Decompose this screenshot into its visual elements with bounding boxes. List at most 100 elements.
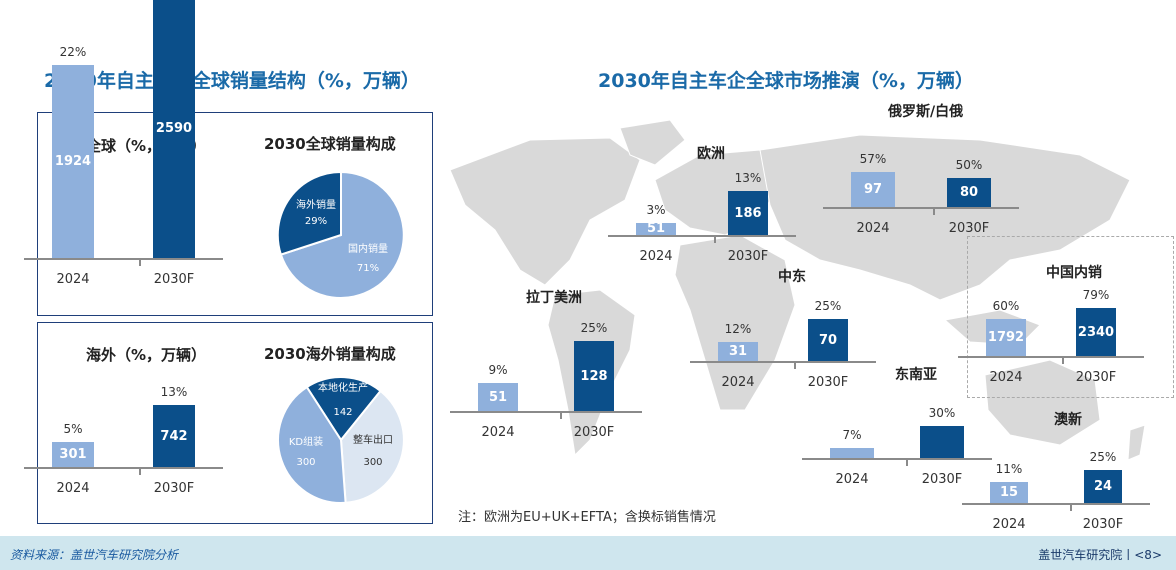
global-pie: 海外销量 29% 国内销量 71% (276, 170, 405, 299)
anz-bar-2030F: 24 (1084, 470, 1122, 503)
mideast-tick-mid (794, 361, 796, 369)
europe-pct-2024: 3% (646, 202, 666, 217)
pie-label-overseas: 海外销量 (296, 198, 336, 211)
russia-baseline (823, 207, 1019, 209)
latam-year-2030F: 2030F (573, 425, 615, 440)
mideast-baseline (690, 361, 876, 363)
overseas-label: 海外（%，万辆） (86, 346, 207, 364)
global-pie-title: 2030全球销量构成 (264, 135, 396, 153)
china-year-2030F: 2030F (1075, 370, 1117, 385)
pie-slice-overseas (276, 170, 342, 256)
china-year-2024: 2024 (989, 370, 1023, 385)
global-baseline (24, 258, 223, 260)
footnote: 注：欧洲为EU+UK+EFTA；含换标销售情况 (458, 510, 716, 525)
source-text: 资料来源：盖世汽车研究院分析 (10, 548, 179, 562)
map-north-america (449, 137, 641, 286)
sea-pct-2030F: 30% (928, 406, 956, 420)
map-africa (674, 234, 796, 411)
anz-bar-2024: 15 (990, 482, 1028, 503)
russia-tick-mid (933, 207, 935, 215)
russia-year-2024: 2024 (856, 221, 890, 236)
overseas-baseline (24, 467, 223, 469)
latam-year-2024: 2024 (481, 425, 515, 440)
sea-bar-2024 (830, 448, 874, 458)
pie-slice-vehicle-export (339, 389, 405, 504)
global-bar-2030F: 2590 (153, 0, 195, 258)
china-pct-2024: 60% (992, 299, 1020, 314)
pie-slice-domestic (279, 170, 405, 299)
mideast-year-2024: 2024 (721, 375, 755, 390)
footer-bar: 资料来源：盖世汽车研究院分析 盖世汽车研究院丨<8> (0, 536, 1176, 570)
overseas-tick-mid (139, 467, 141, 475)
russia-year-2030F: 2030F (948, 221, 990, 236)
overseas-year-2030F: 2030F (153, 481, 195, 496)
region-label-mideast: 中东 (778, 269, 806, 285)
mideast-bar-2030F: 70 (808, 319, 848, 361)
china-bar-2024: 1792 (986, 319, 1026, 356)
russia-pct-2030F: 50% (955, 158, 983, 173)
russia-bar-2030F: 80 (947, 178, 991, 207)
china-bar-2030F: 2340 (1076, 308, 1116, 356)
pie-value-vehicle-export: 300 (363, 457, 382, 468)
pie-pct-overseas: 29% (305, 216, 327, 227)
europe-bar-2024: 51 (636, 221, 676, 236)
anz-tick-mid (1070, 503, 1072, 511)
global-pct-2024: 22% (59, 44, 87, 59)
region-label-latam: 拉丁美洲 (526, 290, 582, 306)
global-year-2024: 2024 (56, 272, 90, 287)
latam-baseline (450, 411, 642, 413)
overseas-pie: 本地化生产 142 整车出口 300 KD组装 300 (277, 376, 405, 504)
overseas-bar-2030F: 742 (153, 405, 195, 467)
overseas-bar-2024: 301 (52, 441, 94, 467)
latam-bar-2024: 51 (478, 383, 518, 411)
pie-label-local-production: 本地化生产 (318, 381, 368, 394)
map-new-zealand (1127, 424, 1146, 461)
sea-year-2030F: 2030F (921, 472, 963, 487)
region-label-europe: 欧洲 (697, 146, 725, 162)
europe-baseline (608, 235, 796, 237)
anz-year-2024: 2024 (992, 517, 1026, 532)
overseas-pct-2030F: 13% (160, 385, 188, 399)
overseas-pct-2024: 5% (63, 421, 83, 436)
sea-baseline (802, 458, 992, 460)
sea-tick-mid (906, 458, 908, 466)
map-australia (984, 359, 1101, 446)
mideast-bar-2024: 31 (718, 342, 758, 361)
global-bar-2024: 1924 (52, 64, 94, 258)
left-title: 2030年自主车企全球销量结构（%，万辆） (44, 70, 420, 92)
anz-pct-2030F: 25% (1089, 450, 1117, 464)
russia-bar-2024: 97 (851, 172, 895, 207)
europe-year-2030F: 2030F (727, 249, 769, 264)
latam-pct-2030F: 25% (580, 321, 608, 335)
overseas-pie-title: 2030海外销量构成 (264, 345, 396, 363)
china-baseline (958, 356, 1144, 358)
map-greenland (619, 119, 686, 166)
global-tick-mid (139, 258, 141, 266)
anz-year-2030F: 2030F (1082, 517, 1124, 532)
china-dashed-box (967, 236, 1174, 398)
europe-year-2024: 2024 (639, 249, 673, 264)
pie-pct-domestic: 71% (357, 263, 379, 274)
region-label-anz: 澳新 (1054, 412, 1082, 428)
brand-page-number: 盖世汽车研究院丨<8> (1038, 548, 1162, 562)
global-year-2030F: 2030F (153, 272, 195, 287)
region-label-sea: 东南亚 (895, 367, 937, 383)
mideast-year-2030F: 2030F (807, 375, 849, 390)
china-pct-2030F: 79% (1082, 288, 1110, 302)
pie-slice-kd-assembly (277, 385, 347, 504)
anz-baseline (962, 503, 1150, 505)
sea-year-2024: 2024 (835, 472, 869, 487)
china-tick-mid (1062, 356, 1064, 364)
anz-pct-2024: 11% (995, 462, 1023, 477)
europe-tick-mid (714, 235, 716, 243)
overseas-year-2024: 2024 (56, 481, 90, 496)
pie-label-kd-assembly: KD组装 (289, 435, 323, 448)
europe-bar-2030F: 186 (728, 191, 768, 235)
russia-pct-2024: 57% (859, 152, 887, 166)
pie-label-vehicle-export: 整车出口 (353, 433, 393, 446)
latam-tick-mid (560, 411, 562, 419)
sea-pct-2024: 7% (842, 428, 862, 442)
region-label-china: 中国内销 (1046, 265, 1102, 281)
sea-bar-2030F (920, 426, 964, 458)
mideast-pct-2030F: 25% (814, 299, 842, 313)
